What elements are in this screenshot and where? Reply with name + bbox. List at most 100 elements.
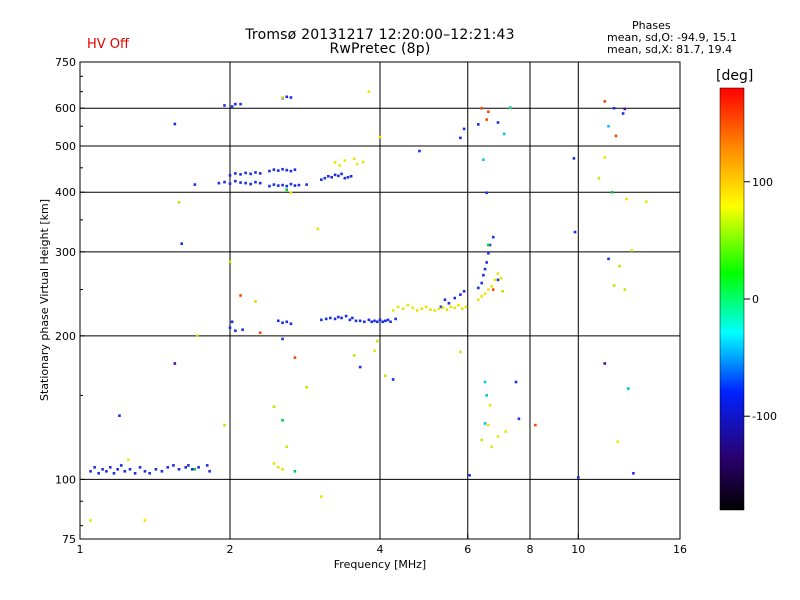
echo-point (480, 106, 484, 110)
echo-point (418, 149, 421, 153)
echo-point (285, 168, 289, 172)
echo-point (496, 121, 500, 124)
echo-point (193, 467, 197, 471)
colorbar-tick-label: -100 (752, 410, 777, 423)
grid-lines (80, 62, 680, 539)
echo-point (241, 328, 244, 331)
echo-point (630, 249, 634, 252)
echo-point (123, 469, 127, 473)
echo-point (384, 319, 387, 323)
echo-point (517, 417, 521, 421)
echo-point (272, 462, 276, 465)
x-tick-label: 4 (377, 543, 384, 556)
echo-point (272, 183, 276, 186)
echo-point (337, 315, 340, 319)
echo-point (415, 309, 419, 312)
phases-title: Phases (632, 19, 671, 32)
echo-point (487, 288, 490, 291)
echo-point (338, 164, 341, 167)
echo-point (272, 168, 276, 171)
echo-point (340, 316, 343, 320)
echo-point (281, 467, 284, 471)
echo-point (370, 320, 374, 324)
echo-point (281, 419, 284, 422)
echo-point (459, 293, 462, 296)
echo-point (381, 320, 384, 324)
echo-point (621, 112, 625, 115)
echo-point (143, 469, 147, 473)
echo-point (453, 296, 457, 300)
echo-point (485, 191, 489, 195)
echo-point (373, 349, 376, 353)
echo-point (352, 157, 356, 161)
echo-point (352, 354, 356, 357)
echo-point (502, 132, 506, 136)
echo-point (623, 288, 627, 291)
echo-point (320, 495, 323, 498)
echo-point (320, 178, 323, 181)
echo-point (627, 387, 630, 390)
echo-point (483, 422, 487, 425)
echo-point (119, 464, 123, 467)
echo-point (324, 317, 328, 321)
echo-point (351, 316, 354, 320)
echo-point (488, 404, 492, 407)
echo-point (453, 306, 457, 310)
echo-point (323, 176, 327, 180)
echo-point (239, 173, 242, 176)
echo-point (358, 365, 362, 369)
echo-point (420, 307, 423, 310)
echo-point (396, 305, 400, 309)
echo-point (97, 471, 100, 475)
echo-point (333, 161, 337, 164)
echo-point (343, 176, 347, 180)
echo-point (462, 289, 466, 293)
echo-point (205, 464, 209, 467)
x-tick-label: 6 (464, 543, 471, 556)
echo-point (348, 318, 352, 322)
echo-point (305, 183, 308, 186)
echo-point (449, 305, 453, 309)
echo-point (101, 467, 104, 471)
echo-point (477, 286, 480, 290)
echo-point (228, 326, 232, 329)
echo-point (184, 466, 188, 469)
echo-point (289, 322, 293, 326)
echo-point (367, 90, 371, 93)
echo-point (367, 318, 371, 322)
echo-point (249, 182, 252, 186)
echo-point (254, 180, 257, 184)
echo-point (457, 303, 460, 307)
echo-point (362, 320, 366, 324)
echo-point (172, 464, 175, 467)
echo-point (258, 172, 262, 175)
echo-point (118, 414, 121, 418)
echo-point (487, 243, 490, 247)
echo-point (483, 267, 487, 271)
echo-point (488, 243, 492, 247)
echo-point (281, 321, 284, 325)
echo-point (268, 169, 271, 173)
echo-point (346, 175, 350, 179)
echo-point (327, 174, 330, 178)
echo-point (126, 458, 130, 461)
echo-point (333, 317, 337, 321)
echo-point (499, 276, 503, 280)
echo-point (491, 288, 495, 291)
echo-point (343, 159, 347, 162)
colorbar-tick-label: 100 (752, 176, 773, 189)
echo-point (443, 298, 447, 302)
echo-point (508, 106, 512, 109)
echo-point (329, 316, 332, 320)
chart-subtitle: RwPretec (8p) (329, 41, 431, 57)
echo-point (234, 179, 237, 183)
echo-point (447, 301, 451, 305)
echo-point (89, 519, 92, 522)
x-tick-label: 16 (673, 543, 687, 556)
echo-point (496, 272, 500, 275)
echo-point (197, 466, 200, 469)
phases-o-mode-stats: mean, sd,O: -94.9, 15.1 (607, 31, 738, 44)
echo-point (487, 251, 490, 255)
echo-point (406, 303, 410, 307)
